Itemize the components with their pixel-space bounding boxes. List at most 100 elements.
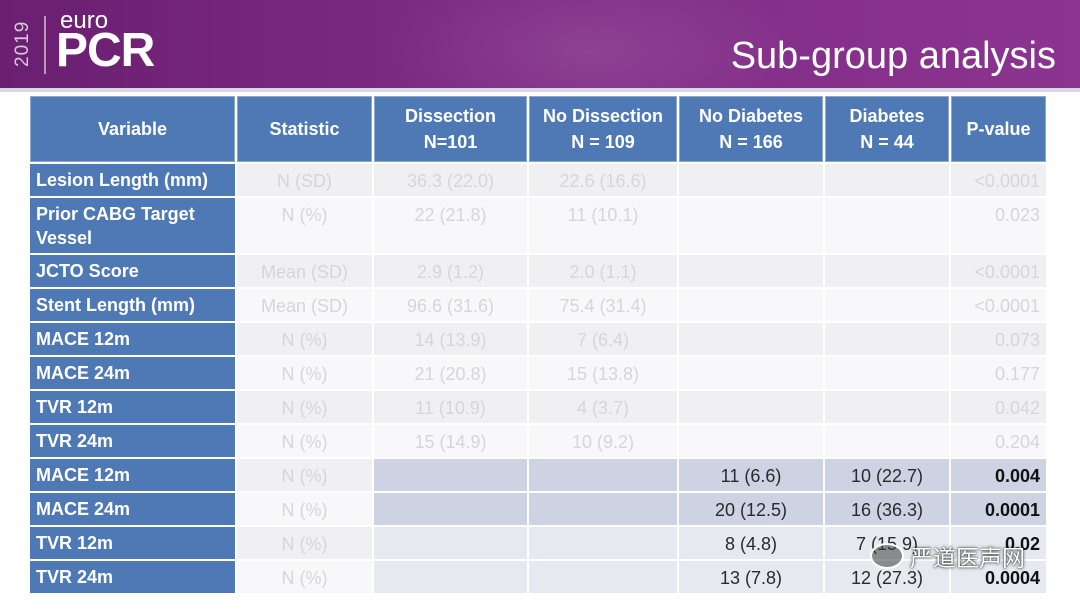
watermark-text: 严道医声网 bbox=[910, 545, 1025, 571]
header-p-value: P-value bbox=[951, 96, 1046, 162]
diabetes-cell: 10 (22.7) bbox=[825, 459, 949, 491]
statistic-cell: N (%) bbox=[237, 561, 372, 593]
statistic-cell: N (%) bbox=[237, 493, 372, 525]
no-dissection-cell: 11 (10.1) bbox=[529, 198, 677, 253]
dissection-cell: 96.6 (31.6) bbox=[374, 289, 527, 321]
p-value-cell: 0.042 bbox=[951, 391, 1046, 423]
header-no-dissection: No Dissection N = 109 bbox=[529, 96, 677, 162]
header-no-diabetes: No Diabetes N = 166 bbox=[679, 96, 823, 162]
no-dissection-cell: 4 (3.7) bbox=[529, 391, 677, 423]
variable-cell: TVR 12m bbox=[30, 391, 235, 423]
p-value-cell: 0.177 bbox=[951, 357, 1046, 389]
statistic-cell: N (%) bbox=[237, 198, 372, 253]
table-row: TVR 12m N (%) 8 (4.8) 7 (15.9) 0.02 bbox=[30, 527, 1046, 559]
table-row: JCTO Score Mean (SD) 2.9 (1.2) 2.0 (1.1)… bbox=[30, 255, 1046, 287]
p-value-cell: 0.0001 bbox=[951, 493, 1046, 525]
diabetes-cell bbox=[825, 255, 949, 287]
no-dissection-cell bbox=[529, 459, 677, 491]
table-row: MACE 12m N (%) 11 (6.6) 10 (22.7) 0.004 bbox=[30, 459, 1046, 491]
variable-cell: JCTO Score bbox=[30, 255, 235, 287]
dissection-cell bbox=[374, 527, 527, 559]
variable-cell: MACE 12m bbox=[30, 459, 235, 491]
no-dissection-cell bbox=[529, 527, 677, 559]
dissection-cell bbox=[374, 493, 527, 525]
diabetes-cell: 16 (36.3) bbox=[825, 493, 949, 525]
statistic-cell: Mean (SD) bbox=[237, 255, 372, 287]
no-diabetes-cell: 20 (12.5) bbox=[679, 493, 823, 525]
variable-cell: TVR 24m bbox=[30, 425, 235, 457]
header-shine bbox=[380, 0, 800, 88]
variable-cell: Lesion Length (mm) bbox=[30, 164, 235, 196]
watermark: 严道医声网 bbox=[870, 543, 1025, 573]
no-diabetes-cell: 11 (6.6) bbox=[679, 459, 823, 491]
diabetes-cell bbox=[825, 357, 949, 389]
p-value-cell: 0.004 bbox=[951, 459, 1046, 491]
dissection-cell: 15 (14.9) bbox=[374, 425, 527, 457]
p-value-cell: <0.0001 bbox=[951, 255, 1046, 287]
diabetes-cell bbox=[825, 323, 949, 355]
statistic-cell: N (%) bbox=[237, 425, 372, 457]
p-value-cell: 0.02 bbox=[951, 527, 1046, 559]
dissection-cell: 2.9 (1.2) bbox=[374, 255, 527, 287]
table-row: TVR 12m N (%) 11 (10.9) 4 (3.7) 0.042 bbox=[30, 391, 1046, 423]
variable-cell: Stent Length (mm) bbox=[30, 289, 235, 321]
diabetes-cell bbox=[825, 164, 949, 196]
header-diabetes: Diabetes N = 44 bbox=[825, 96, 949, 162]
dissection-cell: 36.3 (22.0) bbox=[374, 164, 527, 196]
table-row: Lesion Length (mm) N (SD) 36.3 (22.0) 22… bbox=[30, 164, 1046, 196]
header-dissection: Dissection N=101 bbox=[374, 96, 527, 162]
diabetes-cell bbox=[825, 391, 949, 423]
no-diabetes-cell bbox=[679, 357, 823, 389]
variable-cell: MACE 24m bbox=[30, 493, 235, 525]
variable-cell: TVR 24m bbox=[30, 561, 235, 593]
no-diabetes-cell bbox=[679, 323, 823, 355]
logo-pcr: PCR bbox=[56, 24, 155, 77]
p-value-cell: 0.0004 bbox=[951, 561, 1046, 593]
no-diabetes-cell bbox=[679, 198, 823, 253]
no-dissection-cell: 10 (9.2) bbox=[529, 425, 677, 457]
logo-year: 2019 bbox=[12, 20, 33, 68]
table-row: MACE 24m N (%) 20 (12.5) 16 (36.3) 0.000… bbox=[30, 493, 1046, 525]
table-row: TVR 24m N (%) 15 (14.9) 10 (9.2) 0.204 bbox=[30, 425, 1046, 457]
no-diabetes-cell bbox=[679, 289, 823, 321]
diabetes-cell bbox=[825, 289, 949, 321]
no-diabetes-cell bbox=[679, 255, 823, 287]
dissection-cell bbox=[374, 459, 527, 491]
diabetes-cell bbox=[825, 198, 949, 253]
p-value-cell: 0.073 bbox=[951, 323, 1046, 355]
no-diabetes-cell: 13 (7.8) bbox=[679, 561, 823, 593]
no-dissection-cell: 2.0 (1.1) bbox=[529, 255, 677, 287]
no-dissection-cell: 22.6 (16.6) bbox=[529, 164, 677, 196]
logo-euro: euro bbox=[60, 7, 109, 34]
slide-title: Sub-group analysis bbox=[730, 35, 1056, 77]
statistic-cell: N (%) bbox=[237, 391, 372, 423]
subgroup-table: Variable Statistic Dissection N=101 No Di… bbox=[28, 94, 1048, 595]
no-dissection-cell: 75.4 (31.4) bbox=[529, 289, 677, 321]
slide-header: 2019 euro PCR Sub-group analysis bbox=[0, 0, 1080, 88]
no-diabetes-cell bbox=[679, 425, 823, 457]
statistic-cell: N (%) bbox=[237, 357, 372, 389]
statistic-cell: N (SD) bbox=[237, 164, 372, 196]
p-value-cell: <0.0001 bbox=[951, 289, 1046, 321]
p-value-cell: 0.023 bbox=[951, 198, 1046, 253]
statistic-cell: N (%) bbox=[237, 323, 372, 355]
table-row: TVR 24m N (%) 13 (7.8) 12 (27.3) 0.0004 bbox=[30, 561, 1046, 593]
table-row: MACE 12m N (%) 14 (13.9) 7 (6.4) 0.073 bbox=[30, 323, 1046, 355]
diabetes-cell bbox=[825, 425, 949, 457]
header-row: Variable Statistic Dissection N=101 No Di… bbox=[30, 96, 1046, 162]
table-row: MACE 24m N (%) 21 (20.8) 15 (13.8) 0.177 bbox=[30, 357, 1046, 389]
dissection-cell: 22 (21.8) bbox=[374, 198, 527, 253]
table-row: Stent Length (mm) Mean (SD) 96.6 (31.6) … bbox=[30, 289, 1046, 321]
dissection-cell: 14 (13.9) bbox=[374, 323, 527, 355]
no-diabetes-cell: 8 (4.8) bbox=[679, 527, 823, 559]
variable-cell: TVR 12m bbox=[30, 527, 235, 559]
header-statistic: Statistic bbox=[237, 96, 372, 162]
no-dissection-cell: 7 (6.4) bbox=[529, 323, 677, 355]
no-dissection-cell bbox=[529, 493, 677, 525]
dissection-cell: 21 (20.8) bbox=[374, 357, 527, 389]
dissection-cell: 11 (10.9) bbox=[374, 391, 527, 423]
variable-cell: MACE 24m bbox=[30, 357, 235, 389]
dissection-cell bbox=[374, 561, 527, 593]
table-row: Prior CABG Target Vessel N (%) 22 (21.8)… bbox=[30, 198, 1046, 253]
p-value-cell: <0.0001 bbox=[951, 164, 1046, 196]
